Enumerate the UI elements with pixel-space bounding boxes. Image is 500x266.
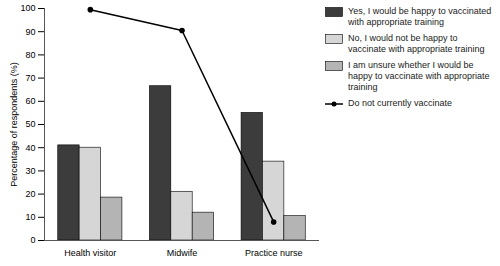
svg-text:30: 30 <box>25 166 35 176</box>
svg-text:0: 0 <box>30 235 35 245</box>
html-text:No, I would not be happy to va: No, I would not be happy to vaccinate wi… <box>348 33 485 54</box>
svg-text:Practice nurse: Practice nurse <box>245 248 303 258</box>
svg-text:50: 50 <box>25 119 35 129</box>
svg-text:Percentage of respondents (%): Percentage of respondents (%) <box>9 62 19 187</box>
html-text:I am unsure whether I would be: I am unsure whether I would be happy to … <box>348 60 490 92</box>
svg-text:100: 100 <box>20 3 35 13</box>
svg-text:10: 10 <box>25 212 35 222</box>
html-text:Do not currently vaccinate: Do not currently vaccinate <box>348 98 453 108</box>
svg-text:Midwife: Midwife <box>167 248 198 258</box>
svg-text:40: 40 <box>25 143 35 153</box>
svg-text:90: 90 <box>25 27 35 37</box>
svg-text:20: 20 <box>25 189 35 199</box>
svg-text:80: 80 <box>25 50 35 60</box>
svg-text:Health visitor: Health visitor <box>64 248 116 258</box>
svg-text:70: 70 <box>25 73 35 83</box>
html-text:Yes, I would be happy to vacci: Yes, I would be happy to vaccinated with… <box>348 6 492 27</box>
svg-text:60: 60 <box>25 96 35 106</box>
